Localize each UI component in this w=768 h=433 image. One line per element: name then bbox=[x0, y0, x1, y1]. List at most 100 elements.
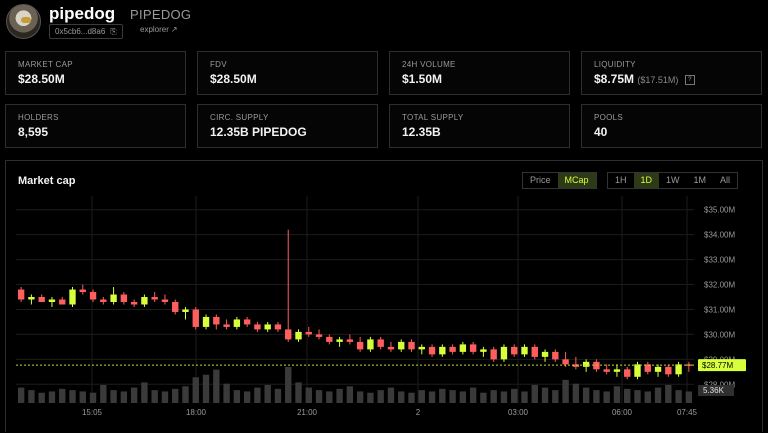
token-header: pipedog PIPEDOG 0x5cb6...d8a6 ⎘ explorer ↗ bbox=[0, 0, 768, 48]
stat-label: LIQUIDITY bbox=[594, 60, 636, 69]
mode-mcap-button[interactable]: MCap bbox=[557, 173, 596, 188]
chart-title: Market cap bbox=[18, 175, 76, 187]
stat-value: 12.35B PIPEDOG bbox=[210, 125, 307, 139]
volume-bar bbox=[223, 383, 230, 403]
stat-label: FDV bbox=[210, 60, 227, 69]
candle-body bbox=[418, 346, 425, 350]
volume-bar bbox=[130, 387, 138, 403]
volume-bar bbox=[367, 392, 374, 403]
range-1d-button[interactable]: 1D bbox=[633, 173, 660, 188]
candle-body bbox=[336, 339, 343, 342]
candle-body bbox=[356, 341, 364, 350]
candle-body bbox=[161, 299, 169, 302]
candle-body bbox=[192, 309, 199, 327]
volume-bar bbox=[408, 392, 415, 403]
candle-body bbox=[469, 344, 477, 352]
mode-toggle: Price MCap bbox=[522, 172, 597, 189]
volume-bar bbox=[459, 391, 467, 403]
volume-bar bbox=[79, 391, 86, 403]
candle-body bbox=[285, 329, 292, 340]
candle-body bbox=[182, 309, 189, 312]
volume-bar bbox=[562, 379, 569, 403]
volume-bar bbox=[582, 387, 590, 403]
volume-bar bbox=[202, 374, 210, 403]
x-tick-label: 18:00 bbox=[186, 408, 207, 417]
candle-body bbox=[511, 346, 518, 355]
token-address: 0x5cb6...d8a6 bbox=[55, 27, 106, 36]
copy-icon[interactable]: ⎘ bbox=[110, 27, 117, 36]
volume-bar bbox=[654, 387, 662, 403]
token-symbol: PIPEDOG bbox=[130, 7, 192, 22]
volume-bar bbox=[172, 388, 179, 403]
y-tick-label: $32.00M bbox=[704, 281, 735, 290]
volume-bar bbox=[624, 388, 631, 403]
volume-bar bbox=[356, 391, 364, 403]
volume-bar bbox=[603, 391, 610, 403]
candle-body bbox=[428, 346, 436, 355]
candle-body bbox=[100, 299, 107, 302]
candle-body bbox=[305, 331, 312, 335]
volume-bar bbox=[428, 391, 436, 403]
stat-value: $8.75M bbox=[594, 72, 635, 86]
stat-value: $28.50M bbox=[18, 72, 65, 86]
volume-badge bbox=[698, 385, 734, 396]
mode-price-button[interactable]: Price bbox=[530, 175, 551, 185]
x-tick-label: 03:00 bbox=[508, 408, 529, 417]
candle-body bbox=[541, 351, 549, 357]
volume-bar bbox=[161, 391, 169, 403]
candle-body bbox=[151, 297, 158, 300]
range-1w-button[interactable]: 1W bbox=[666, 175, 680, 185]
x-tick-label: 2 bbox=[416, 408, 421, 417]
candle-body bbox=[120, 294, 128, 302]
stat-24h-volume: 24H VOLUME $1.50M bbox=[389, 51, 570, 95]
candle-body bbox=[531, 346, 538, 357]
market-cap-chart[interactable]: $35.00M $34.00M $33.00M $32.00M $31.00M $30.0… bbox=[6, 196, 762, 433]
y-tick-label: $34.00M bbox=[704, 231, 735, 240]
candle-body bbox=[110, 294, 117, 302]
candle-body bbox=[172, 301, 179, 312]
candle-body bbox=[295, 331, 302, 340]
volume-bar bbox=[469, 387, 477, 403]
candle-body bbox=[213, 316, 220, 325]
candle-body bbox=[398, 341, 405, 350]
candle-body bbox=[449, 346, 456, 352]
volume-bar bbox=[59, 388, 66, 403]
volume-bar bbox=[120, 391, 128, 403]
candle-body bbox=[654, 366, 662, 372]
volume-bar bbox=[89, 392, 97, 403]
stat-label: 24H VOLUME bbox=[402, 60, 456, 69]
stat-holders: HOLDERS 8,595 bbox=[5, 104, 186, 148]
stat-value: $28.50M bbox=[210, 72, 257, 86]
candle-body bbox=[480, 349, 487, 352]
range-toggle: 1H 1D 1W 1M All bbox=[607, 172, 739, 189]
address-chip[interactable]: 0x5cb6...d8a6 ⎘ bbox=[49, 24, 123, 39]
explorer-link[interactable]: explorer ↗ bbox=[140, 25, 178, 34]
candle-body bbox=[624, 369, 631, 377]
candle-body bbox=[367, 339, 374, 350]
help-icon[interactable]: ? bbox=[684, 74, 695, 85]
y-tick-label: $30.00M bbox=[704, 330, 735, 339]
current-value-badge bbox=[698, 359, 746, 372]
volume-bar bbox=[665, 385, 672, 403]
volume-bar bbox=[500, 391, 508, 403]
volume-bar bbox=[28, 390, 35, 403]
y-tick-label: $28.00M bbox=[704, 380, 735, 389]
range-1m-button[interactable]: 1M bbox=[693, 175, 707, 185]
range-1h-button[interactable]: 1H bbox=[615, 175, 627, 185]
volume-bar bbox=[151, 390, 158, 403]
candle-body bbox=[377, 339, 384, 347]
volume-bar bbox=[572, 383, 580, 403]
range-all-button[interactable]: All bbox=[720, 175, 731, 185]
candle-body bbox=[28, 297, 35, 300]
candle-body bbox=[346, 339, 354, 342]
volume-bar bbox=[634, 390, 641, 403]
x-tick-label: 07:45 bbox=[677, 408, 698, 417]
candle-body bbox=[274, 324, 282, 330]
volume-bar bbox=[326, 391, 333, 403]
candle-body bbox=[202, 316, 210, 327]
volume-bar bbox=[254, 387, 261, 403]
candle-body bbox=[408, 341, 415, 350]
volume-bar bbox=[315, 390, 323, 403]
volume-bar bbox=[110, 390, 117, 403]
volume-bar bbox=[593, 390, 600, 403]
